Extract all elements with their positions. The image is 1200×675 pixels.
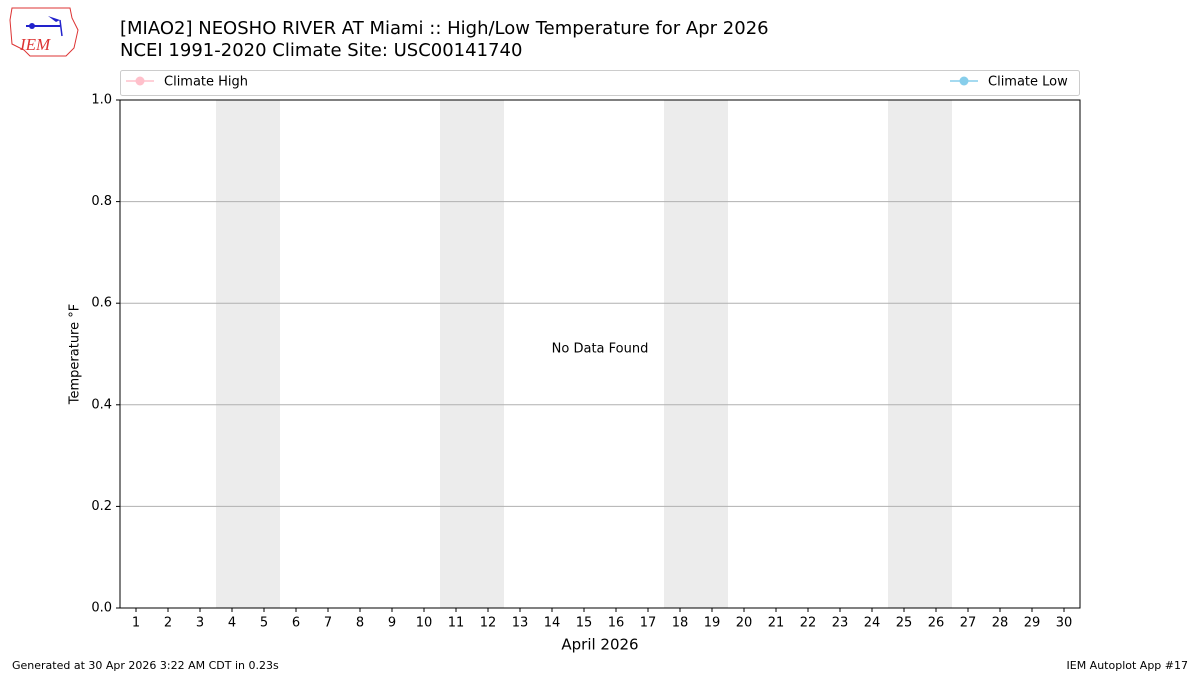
weekend-shade [664, 100, 696, 608]
weekend-shade [696, 100, 728, 608]
x-tick-label: 28 [992, 616, 1009, 631]
logo-text: IEM [19, 35, 51, 54]
footer-left: Generated at 30 Apr 2026 3:22 AM CDT in … [12, 659, 279, 672]
x-tick-label: 15 [576, 616, 593, 631]
x-tick-label: 8 [356, 616, 364, 631]
x-tick-label: 30 [1056, 616, 1073, 631]
y-tick-label: 0.0 [91, 601, 112, 616]
x-tick-label: 2 [164, 616, 172, 631]
x-tick-label: 24 [864, 616, 881, 631]
x-tick-label: 25 [896, 616, 913, 631]
x-tick-label: 12 [480, 616, 497, 631]
x-tick-label: 23 [832, 616, 849, 631]
x-tick-label: 29 [1024, 616, 1041, 631]
x-tick-label: 17 [640, 616, 657, 631]
footer-right: IEM Autoplot App #17 [1067, 659, 1189, 672]
x-tick-label: 26 [928, 616, 945, 631]
y-tick-label: 0.4 [91, 397, 112, 412]
y-tick-label: 0.6 [91, 296, 112, 311]
legend-marker [135, 76, 145, 86]
y-tick-label: 0.8 [91, 194, 112, 209]
y-tick-label: 0.2 [91, 499, 112, 514]
x-tick-label: 14 [544, 616, 561, 631]
logo: IEM [9, 7, 79, 57]
x-tick-label: 22 [800, 616, 817, 631]
x-tick-label: 11 [448, 616, 465, 631]
x-tick-label: 4 [228, 616, 236, 631]
x-tick-label: 6 [292, 616, 300, 631]
weekend-shade [888, 100, 920, 608]
weekend-shade [920, 100, 952, 608]
weekend-shade [440, 100, 472, 608]
weekend-shade [248, 100, 280, 608]
chart-title: [MIAO2] NEOSHO RIVER AT Miami :: High/Lo… [120, 18, 769, 39]
x-tick-label: 27 [960, 616, 977, 631]
x-tick-label: 16 [608, 616, 625, 631]
x-tick-label: 9 [388, 616, 396, 631]
plot-frame [119, 99, 1081, 609]
weekend-shade [216, 100, 248, 608]
x-tick-label: 10 [416, 616, 433, 631]
x-tick-label: 5 [260, 616, 268, 631]
x-axis-label: April 2026 [561, 636, 638, 654]
x-tick-label: 20 [736, 616, 753, 631]
y-axis-label: Temperature °F [68, 304, 83, 405]
chart-subtitle: NCEI 1991-2020 Climate Site: USC00141740 [120, 40, 522, 61]
x-tick-label: 21 [768, 616, 785, 631]
x-tick-label: 7 [324, 616, 332, 631]
x-tick-label: 3 [196, 616, 204, 631]
x-tick-label: 1 [132, 616, 140, 631]
x-tick-label: 18 [672, 616, 689, 631]
legend-marker [959, 76, 969, 86]
annotation: No Data Found [552, 342, 649, 357]
weekend-shade [472, 100, 504, 608]
legend-label: Climate High [164, 75, 248, 90]
y-tick-label: 1.0 [91, 93, 112, 108]
legend-box [120, 70, 1080, 96]
x-tick-label: 13 [512, 616, 529, 631]
x-tick-label: 19 [704, 616, 721, 631]
legend-label: Climate Low [988, 75, 1068, 90]
